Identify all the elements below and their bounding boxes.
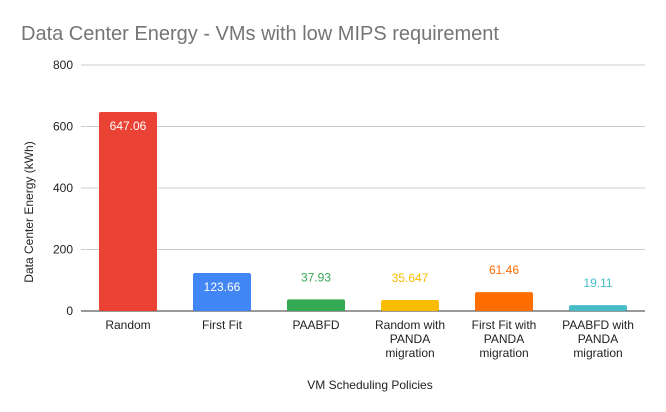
data-label: 37.93 (301, 270, 331, 284)
data-label: 19.11 (583, 276, 612, 290)
bar (569, 305, 627, 311)
chart-title: Data Center Energy - VMs with low MIPS r… (21, 23, 499, 45)
bar (99, 112, 157, 311)
x-axis-label: VM Scheduling Policies (307, 378, 432, 392)
bar (287, 299, 345, 311)
data-labels: 647.06 123.66 37.93 35.647 61.46 19.11 (110, 119, 613, 294)
x-tick-label: Random with PANDA migration (375, 318, 445, 360)
data-label: 123.66 (204, 280, 241, 294)
y-tick-label: 800 (53, 58, 73, 72)
data-label: 647.06 (110, 119, 147, 133)
y-tick-label: 600 (53, 120, 73, 134)
bars (99, 112, 627, 311)
bar (381, 300, 439, 311)
bar (475, 292, 533, 311)
data-label: 35.647 (392, 271, 429, 285)
x-tick-label: PAABFD with PANDA migration (562, 318, 634, 360)
x-tick-label: First Fit with PANDA migration (472, 318, 537, 360)
y-tick-label: 400 (53, 181, 73, 195)
y-axis-label: Data Center Energy (kWh) (22, 141, 36, 282)
y-tick-label: 0 (66, 304, 73, 318)
grid-lines (81, 64, 645, 312)
x-axis-categories: Random First Fit PAABFD Random with PANDA mig… (105, 318, 634, 360)
x-tick-label: Random (105, 318, 150, 332)
x-tick-label: PAABFD (292, 318, 339, 332)
y-axis-ticks: 0 200 400 600 800 (53, 58, 73, 318)
data-label: 61.46 (489, 263, 519, 277)
x-tick-label: First Fit (202, 318, 243, 332)
y-tick-label: 200 (53, 243, 73, 257)
bar (193, 272, 251, 311)
